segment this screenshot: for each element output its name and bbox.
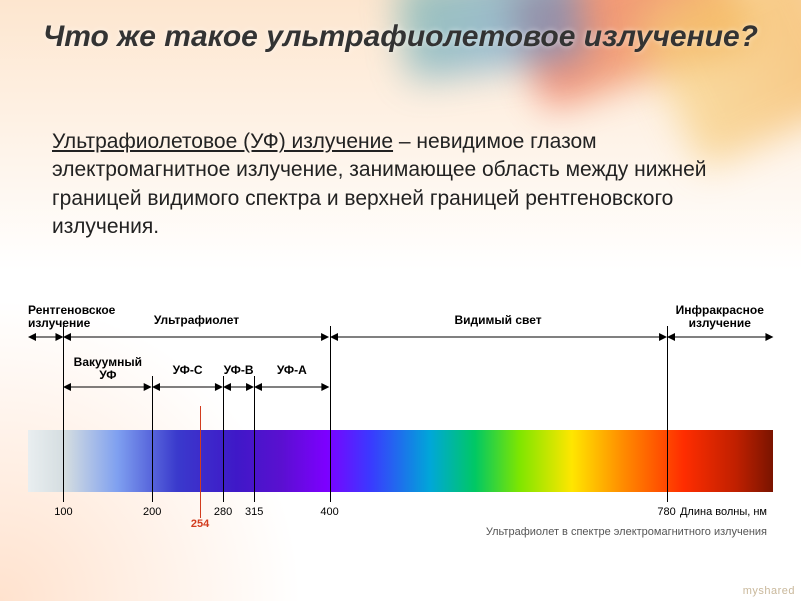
region-label: Ультрафиолет [63, 314, 329, 327]
slide-body: Ультрафиолетовое (УФ) излучение – невиди… [52, 128, 749, 241]
body-lead: Ультрафиолетовое (УФ) излучение [52, 130, 393, 153]
spectrum-diagram: Длина волны, нм Ультрафиолет в спектре э… [0, 310, 801, 580]
footer-caption: Ультрафиолет в спектре электромагнитного… [486, 526, 767, 538]
slide-title: Что же такое ультрафиолетовое излучение? [0, 18, 801, 56]
tick-254 [200, 406, 201, 518]
spectrum-strip [28, 430, 773, 492]
tick-major [63, 326, 64, 502]
region-Ультрафиолет: Ультрафиолет [63, 332, 329, 352]
region-Рентгеновское-излучение: Рентгеновское излучение [28, 332, 63, 352]
nm-label-254: 254 [191, 518, 209, 530]
nm-label: 280 [214, 506, 232, 518]
axis-caption: Длина волны, нм [680, 506, 767, 518]
nm-label: 400 [320, 506, 338, 518]
region-Инфракрасное-излучение: Инфракрасное излучение [667, 332, 773, 352]
region-УФ-А: УФ-А [254, 382, 329, 402]
slide-root: Что же такое ультрафиолетовое излучение?… [0, 0, 801, 601]
region-label: Видимый свет [330, 314, 667, 327]
region-label: Вакуумный УФ [63, 356, 152, 381]
region-label: УФ-В [223, 364, 254, 377]
region-УФ-С: УФ-С [152, 382, 223, 402]
watermark: myshared [743, 585, 795, 597]
region-label: Рентгеновское излучение [28, 304, 63, 329]
region-Вакуумный-УФ: Вакуумный УФ [63, 382, 152, 402]
nm-label: 780 [657, 506, 675, 518]
region-label: Инфракрасное излучение [667, 304, 773, 329]
nm-label: 315 [245, 506, 263, 518]
tick-major [667, 326, 668, 502]
region-label: УФ-А [254, 364, 329, 377]
tick-major [330, 326, 331, 502]
region-УФ-В: УФ-В [223, 382, 254, 402]
region-Видимый-свет: Видимый свет [330, 332, 667, 352]
nm-label: 200 [143, 506, 161, 518]
nm-label: 100 [54, 506, 72, 518]
region-label: УФ-С [152, 364, 223, 377]
